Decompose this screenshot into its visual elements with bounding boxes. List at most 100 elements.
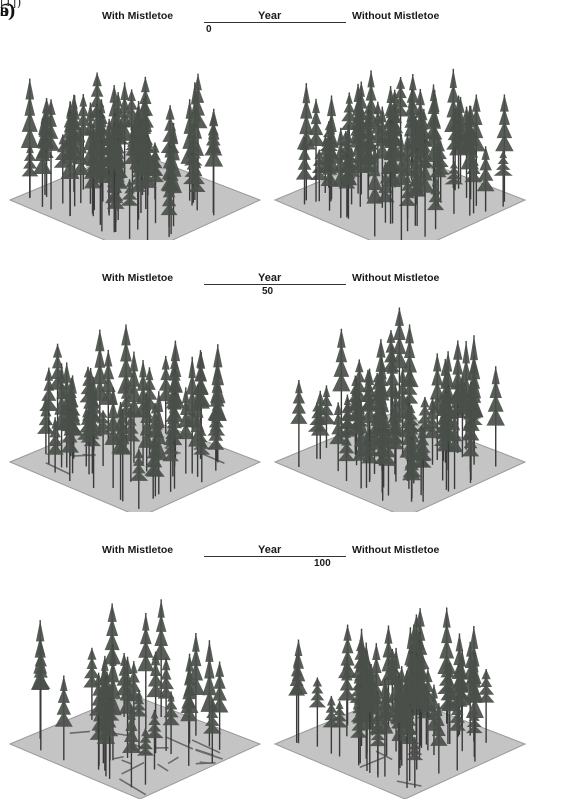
with-mistletoe-label: With Mistletoe	[102, 10, 174, 22]
fallen-log	[396, 780, 422, 787]
tree-crown	[447, 166, 460, 174]
tree-crown	[415, 176, 435, 193]
tree-crown	[427, 397, 438, 410]
conifer-tree	[203, 700, 222, 764]
tree-crown	[407, 89, 416, 109]
tree-crown	[185, 653, 194, 672]
conifer-tree	[130, 690, 148, 751]
tree-crown	[204, 656, 215, 679]
tree-crown	[290, 410, 308, 424]
tree-crown	[442, 607, 451, 628]
tree-crown	[497, 156, 509, 164]
tree-crown	[207, 122, 220, 140]
tree-crown	[194, 440, 209, 449]
tree-crown	[431, 175, 440, 187]
tree-crown	[394, 157, 409, 174]
tree-crown	[363, 96, 379, 114]
conifer-tree	[193, 427, 211, 483]
tree-crown	[133, 456, 145, 466]
conifer-tree	[350, 97, 370, 207]
tree-crown	[416, 109, 426, 124]
tree-crown	[481, 669, 491, 680]
tree-crown	[21, 110, 38, 132]
tree-crown	[406, 627, 414, 649]
tree-crown	[209, 419, 222, 432]
tree-crown	[343, 624, 352, 641]
tree-crown	[478, 684, 495, 695]
tree-crown	[401, 685, 413, 705]
conifer-tree	[376, 679, 394, 777]
tree-crown	[332, 713, 348, 722]
tree-crown	[376, 339, 386, 358]
conifer-tree	[129, 101, 148, 220]
tree-crown	[426, 199, 445, 211]
conifer-tree	[331, 700, 349, 757]
tree-crown	[440, 696, 459, 712]
tree-crown	[376, 374, 388, 396]
conifer-tree	[207, 410, 225, 471]
tree-crown	[97, 99, 106, 114]
tree-crown	[138, 640, 154, 658]
tree-crown	[321, 160, 338, 175]
tree-crown	[417, 413, 433, 424]
conifer-tree	[122, 705, 141, 788]
tree-crown	[134, 448, 144, 459]
tree-crown	[442, 366, 454, 388]
tree-crown	[373, 691, 383, 705]
conifer-tree	[366, 144, 384, 237]
conifer-tree	[289, 639, 308, 744]
tree-crown	[204, 715, 220, 726]
tree-crown	[165, 105, 175, 120]
tree-crown	[163, 166, 179, 181]
tree-crown	[464, 429, 477, 441]
tree-crown	[449, 118, 461, 131]
tree-crown	[127, 366, 140, 387]
tree-crown	[207, 438, 225, 450]
conifer-tree	[42, 99, 60, 210]
tree-crown	[409, 170, 425, 186]
year-timeline	[204, 284, 346, 285]
year-value: 100	[314, 558, 331, 569]
tree-crown	[496, 120, 513, 139]
conifer-tree	[54, 675, 73, 761]
tree-crown	[95, 329, 105, 352]
tree-crown	[135, 690, 143, 699]
conifer-tree	[120, 179, 139, 239]
tree-crown	[363, 381, 376, 398]
tree-crown	[439, 638, 455, 659]
tree-crown	[51, 354, 64, 369]
conifer-tree	[392, 134, 410, 240]
tree-crown	[206, 135, 222, 154]
tree-crown	[464, 171, 483, 183]
tree-crown	[131, 702, 147, 711]
tree-crown	[162, 715, 180, 726]
tree-crown	[202, 673, 217, 696]
tree-crown	[208, 428, 224, 441]
tree-crown	[129, 148, 148, 170]
tree-crown	[361, 642, 371, 667]
tree-crown	[477, 167, 494, 181]
tree-crown	[414, 450, 433, 461]
tree-crown	[312, 98, 320, 114]
conifer-tree	[129, 160, 147, 230]
conifer-tree	[423, 397, 442, 465]
tree-crown	[126, 407, 136, 418]
conifer-tree	[290, 379, 308, 467]
forest-scene	[8, 307, 527, 512]
tree-crown	[377, 106, 387, 123]
tree-crown	[31, 674, 51, 689]
tree-crown	[477, 692, 495, 703]
tree-crown	[295, 166, 314, 180]
tree-crown	[465, 393, 477, 409]
tree-crown	[395, 675, 403, 690]
year-label: Year	[258, 10, 282, 22]
tree-crown	[369, 711, 386, 725]
conifer-tree	[426, 175, 445, 230]
tree-crown	[385, 339, 397, 353]
tree-crown	[469, 626, 479, 649]
tree-crown	[340, 118, 358, 130]
tree-crown	[181, 387, 190, 403]
tree-crown	[444, 177, 464, 185]
tree-crown	[400, 188, 415, 199]
tree-crown	[141, 727, 150, 737]
